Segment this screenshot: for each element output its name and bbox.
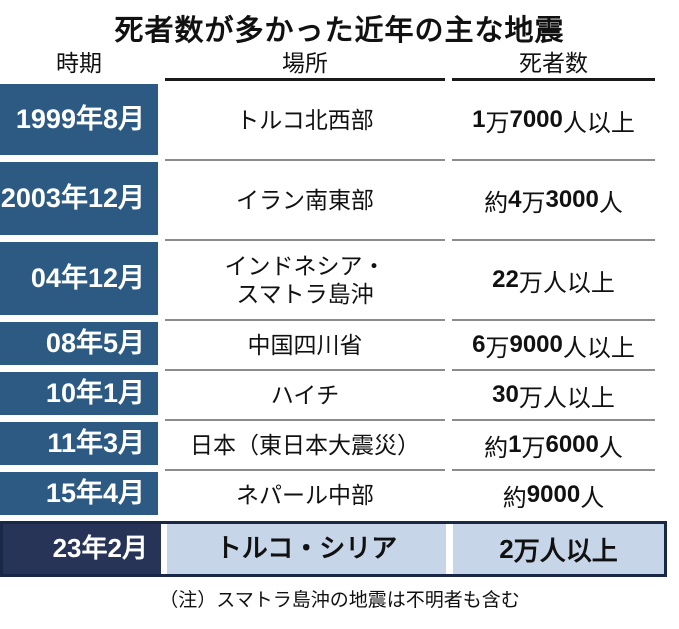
table-row: 15 年 4 月 ネパール中部 約 9000 人 xyxy=(0,469,655,519)
table-row: 08 年 5 月 中国四川省 6 万 9000 人以上 xyxy=(0,319,655,369)
cell-place: トルコ・シリア xyxy=(167,524,446,574)
table-row: 04 年 12 月 インドネシア・ スマトラ島沖 22 万人以上 xyxy=(0,239,655,319)
cell-period: 08 年 5 月 xyxy=(0,322,158,365)
cell-place: ハイチ xyxy=(165,369,445,419)
cell-period: 10 年 1 月 xyxy=(0,372,158,415)
table-row: 1999 年 8 月 トルコ北西部 1 万 7000 人以上 xyxy=(0,78,655,159)
cell-period: 1999 年 8 月 xyxy=(0,84,158,155)
table-row: 2003 年 12 月 イラン南東部 約 4 万 3000 人 xyxy=(0,159,655,239)
cell-deaths: 30 万人以上 xyxy=(452,369,655,419)
cell-period: 23 年 2 月 xyxy=(3,524,161,574)
cell-place: ネパール中部 xyxy=(165,469,445,519)
cell-place: 中国四川省 xyxy=(165,319,445,369)
footnote: （注）スマトラ島沖の地震は不明者も含む xyxy=(159,590,520,611)
cell-period: 11 年 3 月 xyxy=(0,422,158,465)
column-header-place: 場所 xyxy=(282,50,328,76)
table-body: 1999 年 8 月 トルコ北西部 1 万 7000 人以上 2003 年 12 月 イラン南東部… xyxy=(0,78,679,577)
column-header-period: 時期 xyxy=(56,50,102,76)
cell-period: 15 年 4 月 xyxy=(0,472,158,515)
column-header-deaths: 死者数 xyxy=(519,50,588,76)
cell-place: インドネシア・ スマトラ島沖 xyxy=(165,239,445,319)
cell-period: 2003 年 12 月 xyxy=(0,162,158,235)
table-row: 23 年 2 月 トルコ・シリア 2 万人以上 xyxy=(0,521,667,577)
cell-period: 04 年 12 月 xyxy=(0,242,158,315)
table-row: 11 年 3 月 日本（東日本大震災） 約 1 万 6000 人 xyxy=(0,419,655,469)
cell-place: 日本（東日本大震災） xyxy=(165,419,445,469)
cell-place: トルコ北西部 xyxy=(165,78,445,159)
page-title: 死者数が多かった近年の主な地震 xyxy=(114,15,565,47)
cell-deaths: 22 万人以上 xyxy=(452,239,655,319)
cell-deaths: 6 万 9000 人以上 xyxy=(452,319,655,369)
cell-deaths: 2 万人以上 xyxy=(453,524,664,574)
cell-deaths: 約 1 万 6000 人 xyxy=(452,419,655,469)
cell-deaths: 約 9000 人 xyxy=(452,469,655,519)
cell-deaths: 約 4 万 3000 人 xyxy=(452,159,655,239)
cell-deaths: 1 万 7000 人以上 xyxy=(452,78,655,159)
table-header: 時期 場所 死者数 xyxy=(0,44,655,78)
table-row: 10 年 1 月 ハイチ 30 万人以上 xyxy=(0,369,655,419)
cell-place: イラン南東部 xyxy=(165,159,445,239)
